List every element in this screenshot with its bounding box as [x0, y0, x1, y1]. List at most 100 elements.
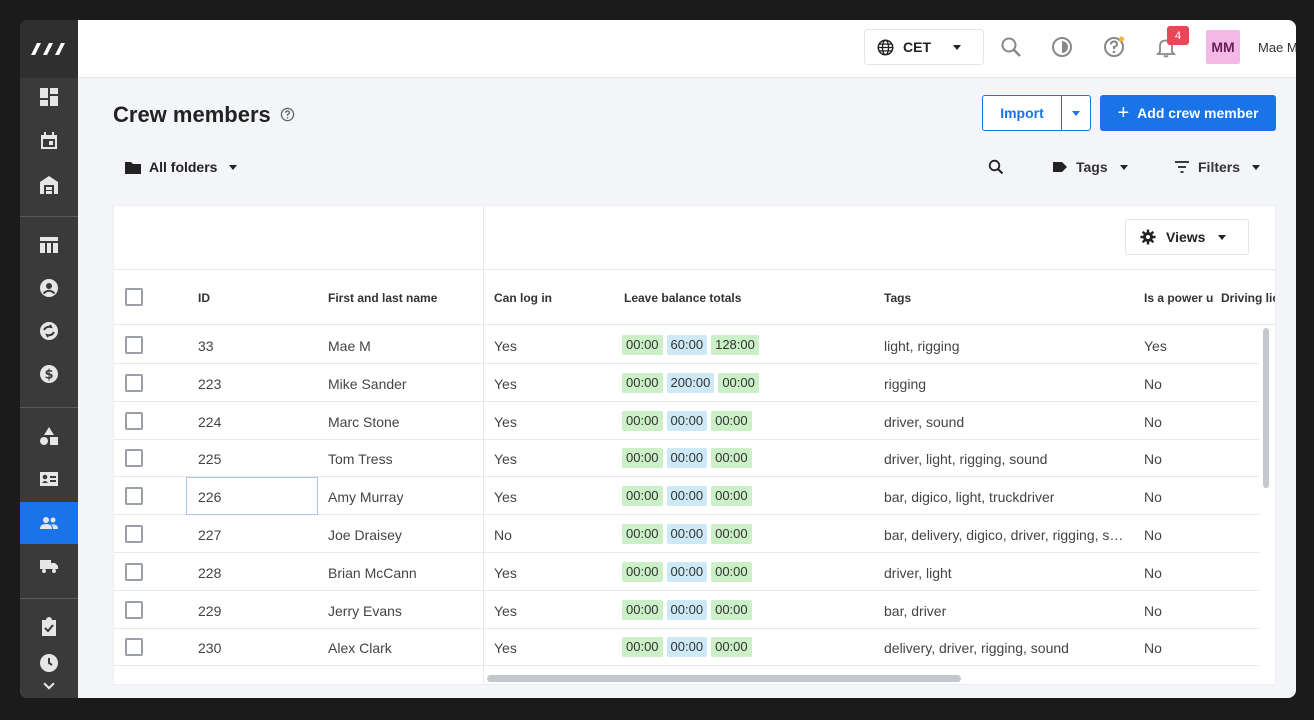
sidebar-item-time[interactable] [20, 652, 78, 674]
row-checkbox[interactable] [125, 638, 143, 657]
user-name[interactable]: Mae M [1258, 40, 1296, 55]
cell-id[interactable]: 224 [198, 413, 222, 430]
horizontal-scrollbar[interactable] [487, 675, 961, 682]
cell-name[interactable]: Mike Sander [328, 375, 407, 392]
avatar[interactable]: MM [1206, 30, 1240, 64]
help-circle-icon[interactable] [280, 107, 295, 122]
bell-icon[interactable] [1155, 36, 1177, 58]
row-checkbox[interactable] [125, 336, 143, 354]
sidebar-item-sync[interactable] [20, 310, 78, 352]
cell-id[interactable]: 227 [198, 527, 222, 543]
cell-tags[interactable]: bar, digico, light, truckdriver [884, 489, 1055, 506]
cell-leave-balance[interactable]: 00:00 200:00 00:00 [622, 372, 763, 393]
cell-can-log-in[interactable]: Yes [494, 489, 517, 506]
add-crew-member-button[interactable]: + Add crew member [1100, 95, 1276, 131]
cell-tags[interactable]: light, rigging [884, 338, 960, 354]
cell-power-user[interactable]: No [1144, 527, 1162, 543]
timezone-select[interactable]: CET [864, 29, 984, 65]
cell-can-log-in[interactable]: Yes [494, 602, 517, 619]
sidebar-item-contacts[interactable] [20, 267, 78, 309]
vertical-scrollbar[interactable] [1263, 328, 1269, 488]
cell-leave-balance[interactable]: 00:00 00:00 00:00 [622, 486, 756, 507]
cell-tags[interactable]: driver, light, rigging, sound [884, 451, 1048, 468]
cell-leave-balance[interactable]: 00:00 00:00 00:00 [622, 410, 756, 431]
sidebar-item-warehouse[interactable] [20, 164, 78, 206]
table-row[interactable]: 33 Mae M Yes 00:00 60:00 128:00 light, rigging… [114, 326, 1259, 364]
logo-icon[interactable] [20, 20, 78, 78]
row-checkbox[interactable] [125, 525, 143, 543]
cell-id[interactable]: 229 [198, 602, 222, 619]
row-checkbox[interactable] [125, 449, 143, 468]
cell-name[interactable]: Marc Stone [328, 413, 400, 430]
cell-leave-balance[interactable]: 00:00 00:00 00:00 [622, 448, 756, 469]
row-checkbox[interactable] [125, 562, 143, 581]
column-header-leave-balance[interactable]: Leave balance totals [624, 291, 742, 305]
cell-can-log-in[interactable]: Yes [494, 640, 517, 657]
sidebar-item-calendar[interactable] [20, 120, 78, 162]
row-checkbox[interactable] [125, 373, 143, 392]
table-row[interactable]: 225 Tom Tress Yes 00:00 00:00 00:00 driver, li… [114, 439, 1259, 478]
cell-name[interactable]: Joe Draisey [328, 527, 402, 543]
cell-id[interactable]: 230 [198, 640, 222, 657]
select-all-checkbox[interactable] [125, 288, 143, 306]
cell-id[interactable]: 225 [198, 451, 222, 468]
cell-tags[interactable]: bar, delivery, digico, driver, rigging, … [884, 527, 1130, 543]
sidebar-item-tasks[interactable] [20, 606, 78, 648]
folders-dropdown[interactable]: All folders [113, 151, 249, 183]
cell-power-user[interactable]: No [1144, 413, 1162, 430]
sidebar-item-crew[interactable] [20, 502, 78, 544]
cell-can-log-in[interactable]: Yes [494, 564, 517, 581]
cell-power-user[interactable]: No [1144, 640, 1162, 657]
row-checkbox[interactable] [125, 600, 143, 619]
cell-id[interactable]: 228 [198, 564, 222, 581]
cell-tags[interactable]: driver, sound [884, 413, 965, 430]
tags-dropdown[interactable]: Tags [1042, 151, 1138, 183]
row-checkbox[interactable] [125, 411, 143, 430]
cell-name[interactable]: Tom Tress [328, 451, 393, 468]
row-checkbox[interactable] [125, 487, 143, 506]
column-header-name[interactable]: First and last name [328, 291, 438, 305]
cell-can-log-in[interactable]: Yes [494, 413, 517, 430]
cell-power-user[interactable]: No [1144, 564, 1162, 581]
cell-leave-balance[interactable]: 00:00 00:00 00:00 [622, 599, 756, 620]
cell-tags[interactable]: rigging [884, 375, 927, 392]
table-row[interactable]: 224 Marc Stone Yes 00:00 00:00 00:00 driver, s… [114, 402, 1259, 440]
cell-leave-balance[interactable]: 00:00 00:00 00:00 [622, 524, 756, 544]
table-row[interactable]: 227 Joe Draisey No 00:00 00:00 00:00 bar, deli… [114, 515, 1259, 553]
sidebar-item-transport[interactable] [20, 545, 78, 587]
sidebar-item-table[interactable] [20, 224, 78, 266]
theme-toggle-icon[interactable] [1051, 36, 1073, 58]
cell-tags[interactable]: driver, light [884, 564, 952, 581]
cell-leave-balance[interactable]: 00:00 00:00 00:00 [622, 637, 756, 658]
table-row[interactable]: 223 Mike Sander Yes 00:00 200:00 00:00 rigging… [114, 364, 1259, 402]
cell-tags[interactable]: delivery, driver, rigging, sound [884, 640, 1069, 657]
cell-can-log-in[interactable]: Yes [494, 338, 517, 354]
views-dropdown[interactable]: Views [1125, 219, 1249, 255]
cell-id[interactable]: 33 [198, 338, 214, 354]
sidebar-item-contact-cards[interactable] [20, 458, 78, 500]
sidebar-item-finance[interactable]: $ [20, 353, 78, 395]
import-dropdown-button[interactable] [1061, 95, 1091, 131]
sidebar-item-dashboard[interactable] [20, 76, 78, 118]
import-button[interactable]: Import [982, 95, 1062, 131]
filters-dropdown[interactable]: Filters [1164, 151, 1270, 183]
column-header-id[interactable]: ID [198, 291, 210, 305]
cell-power-user[interactable]: No [1144, 375, 1162, 392]
search-icon[interactable] [1000, 36, 1022, 58]
cell-power-user[interactable]: No [1144, 489, 1162, 506]
cell-name[interactable]: Mae M [328, 338, 371, 354]
sidebar-expand-button[interactable] [20, 676, 78, 696]
table-row[interactable]: 228 Brian McCann Yes 00:00 00:00 00:00 driver,… [114, 553, 1259, 591]
cell-id[interactable]: 223 [198, 375, 222, 392]
cell-name[interactable]: Amy Murray [328, 489, 404, 506]
cell-power-user[interactable]: No [1144, 602, 1162, 619]
cell-leave-balance[interactable]: 00:00 00:00 00:00 [622, 561, 756, 582]
table-search-button[interactable] [978, 151, 1014, 183]
cell-can-log-in[interactable]: No [494, 527, 512, 543]
table-row[interactable]: 229 Jerry Evans Yes 00:00 00:00 00:00 bar, dri… [114, 591, 1259, 629]
column-header-power-user[interactable]: Is a power u [1144, 291, 1214, 305]
cell-name[interactable]: Jerry Evans [328, 602, 402, 619]
column-header-can-log-in[interactable]: Can log in [494, 291, 552, 305]
cell-power-user[interactable]: Yes [1144, 338, 1167, 354]
cell-name[interactable]: Brian McCann [328, 564, 417, 581]
